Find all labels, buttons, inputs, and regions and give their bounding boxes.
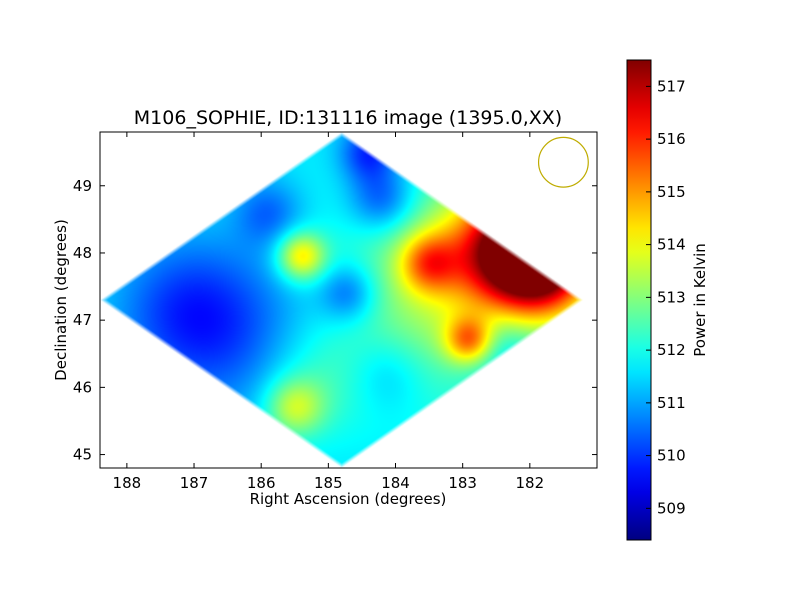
colorbar-tick-label: 511: [657, 394, 686, 412]
colorbar-tick-label: 513: [657, 288, 686, 306]
x-tick-label: 184: [381, 474, 410, 492]
colorbar-tick-label: 510: [657, 447, 686, 465]
colorbar-ticks: 509 510 511 512 513 514 515 516 517: [646, 77, 686, 517]
x-tick-label: 188: [113, 474, 142, 492]
y-tick-label: 46: [73, 378, 92, 396]
x-tick-label: 187: [180, 474, 209, 492]
x-tick-label: 182: [516, 474, 545, 492]
heatmap-image: [100, 132, 597, 468]
y-tick-label: 47: [73, 311, 92, 329]
colorbar-tick-label: 515: [657, 183, 686, 201]
x-axis-label: Right Ascension (degrees): [250, 490, 447, 508]
y-tick-label: 49: [73, 177, 92, 195]
colorbar-tick-label: 512: [657, 341, 686, 359]
colorbar-tick-label: 514: [657, 236, 686, 254]
colorbar-tick-label: 516: [657, 130, 686, 148]
y-tick-label: 45: [73, 446, 92, 464]
colorbar-tick-label: 509: [657, 499, 686, 517]
x-axis-ticks: 188 187 186 185 184 183 182: [113, 132, 545, 492]
heatmap-layer: [100, 132, 597, 468]
plot-frame: [99, 131, 598, 469]
beam-circle: [537, 136, 589, 188]
x-tick-label: 183: [448, 474, 477, 492]
y-axis-ticks: 45 46 47 48 49: [73, 177, 597, 464]
colorbar-label: Power in Kelvin: [691, 243, 709, 357]
y-tick-label: 48: [73, 244, 92, 262]
y-axis-label: Declination (degrees): [52, 219, 70, 381]
x-tick-label: 186: [247, 474, 276, 492]
chart-title: M106_SOPHIE, ID:131116 image (1395.0,XX): [134, 107, 562, 129]
colorbar: [626, 59, 652, 541]
colorbar-tick-label: 517: [657, 77, 686, 95]
x-tick-label: 185: [314, 474, 343, 492]
